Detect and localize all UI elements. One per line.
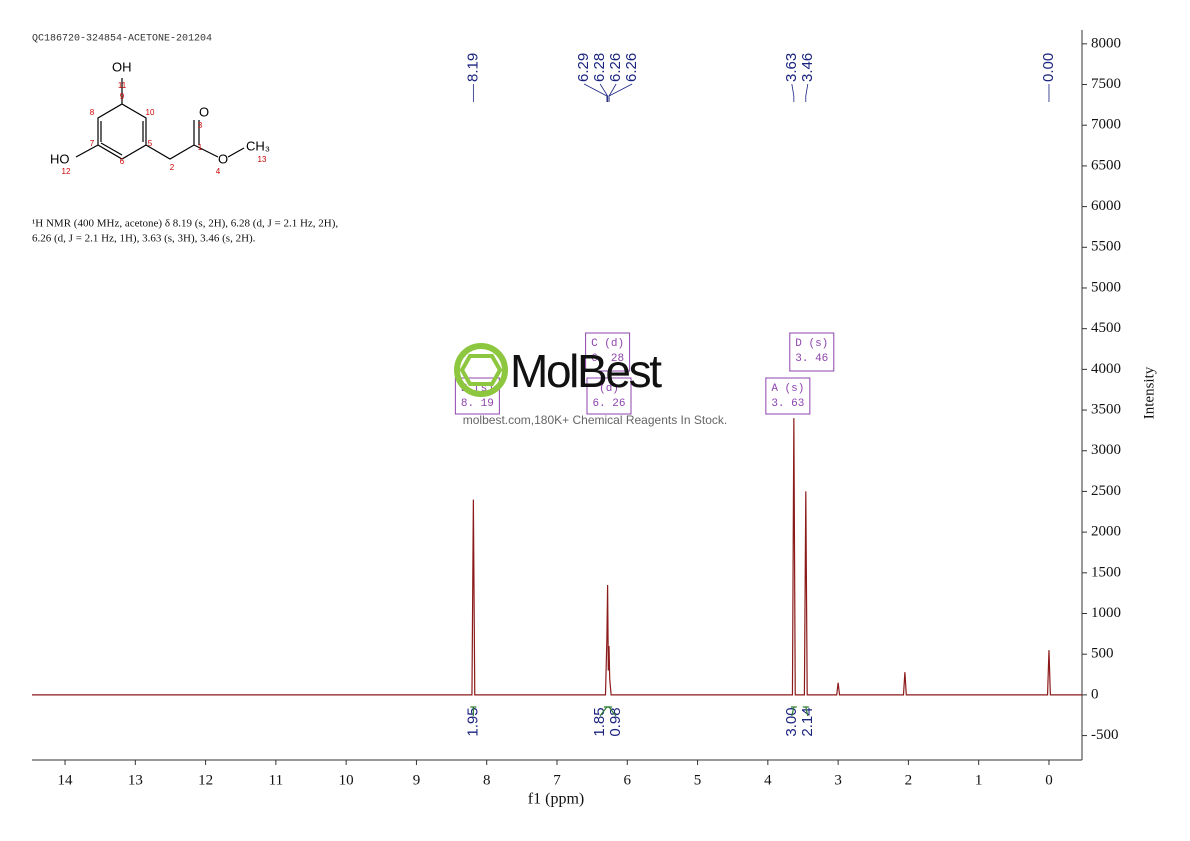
x-tick-label: 8 [483, 772, 491, 788]
atom-label: HO [50, 151, 70, 166]
integral-bracket [470, 706, 477, 716]
multiplet-title: (d) [599, 383, 619, 395]
peak-label: 3.63 [783, 53, 800, 82]
peak-label: 3.46 [799, 53, 816, 82]
y-tick-label: 1000 [1091, 605, 1121, 621]
y-tick-label: 2500 [1091, 483, 1121, 499]
multiplet-box [765, 377, 811, 415]
x-tick-label: 13 [128, 772, 143, 788]
integral-label: 1.95 [464, 707, 481, 736]
peak-connector [583, 83, 608, 102]
multiplet-title: D (s) [795, 338, 828, 350]
y-tick-label: 4000 [1091, 361, 1121, 377]
description: ¹H NMR (400 MHz, acetone) δ 8.19 (s, 2H)… [32, 218, 338, 230]
y-tick-label: 3500 [1091, 401, 1121, 417]
integral-label: 3.00 [783, 707, 800, 736]
atom-label: O [199, 104, 209, 119]
atom-label: 5 [148, 139, 153, 148]
peak-connector [791, 83, 795, 102]
spectrum [32, 418, 1082, 696]
atom-label: O [218, 151, 228, 166]
x-tick-label: 5 [694, 772, 702, 788]
multiplet-shift: 6. 28 [591, 353, 624, 365]
y-tick-label: 5000 [1091, 279, 1121, 295]
atom-label: 4 [216, 167, 221, 176]
multiplet-shift: 3. 63 [771, 398, 804, 410]
peak-connector [805, 83, 809, 102]
integral-bracket [606, 706, 617, 717]
y-tick-label: 8000 [1091, 35, 1121, 51]
peak-label: 8.19 [464, 53, 481, 82]
y-tick-label: -500 [1091, 727, 1119, 743]
y-tick-label: 6500 [1091, 157, 1121, 173]
y-tick-label: 2000 [1091, 524, 1121, 540]
x-tick-label: 10 [339, 772, 354, 788]
x-tick-label: 9 [413, 772, 421, 788]
multiplet-box [789, 332, 835, 372]
x-axis-label: f1 (ppm) [528, 791, 584, 808]
integral-label: 0.98 [607, 707, 624, 736]
peak-label: 0.00 [1040, 53, 1057, 82]
integral-label: 1.85 [591, 707, 608, 736]
atom-label: 9 [120, 92, 125, 101]
atom-label: 8 [90, 108, 95, 117]
y-tick-label: 0 [1091, 686, 1099, 702]
x-tick-label: 12 [198, 772, 213, 788]
watermark-brand: MolBest [510, 345, 662, 397]
multiplet-title: A (s) [771, 383, 804, 395]
x-tick-label: 0 [1045, 772, 1053, 788]
multiplet-box [586, 377, 632, 415]
integral-label: 2.14 [799, 707, 816, 736]
atom-label: 12 [62, 167, 71, 176]
x-tick-label: 3 [834, 772, 842, 788]
multiplet-box [585, 332, 631, 372]
watermark: MolBest molbest.com,180K+ Chemical Reage… [454, 343, 727, 427]
y-tick-label: 5500 [1091, 239, 1121, 255]
atom-label: 6 [120, 157, 125, 166]
y-tick-label: 4500 [1091, 320, 1121, 336]
atom-label: 7 [90, 139, 95, 148]
header: QC186720-324854-ACETONE-201204 [32, 34, 212, 45]
x-tick-label: 7 [553, 772, 561, 788]
atom-label: 2 [170, 163, 175, 172]
x-tick-label: 6 [624, 772, 632, 788]
x-tick-label: 4 [764, 772, 772, 788]
integral-bracket [790, 706, 797, 717]
integral-bracket [802, 706, 809, 717]
description: 6.26 (d, J = 2.1 Hz, 1H), 3.63 (s, 3H), … [32, 233, 256, 245]
y-tick-label: 1500 [1091, 564, 1121, 580]
atom-label: 1 [198, 143, 203, 152]
x-tick-label: 14 [58, 772, 74, 788]
atom-label: 10 [146, 108, 155, 117]
peak-label: 6.26 [623, 53, 640, 82]
y-axis-label: Intensity [1141, 366, 1157, 419]
y-tick-label: 3000 [1091, 442, 1121, 458]
x-tick-label: 2 [905, 772, 913, 788]
peak-connector [599, 83, 609, 102]
multiplet-title: C (d) [591, 338, 624, 350]
y-tick-label: 500 [1091, 646, 1114, 662]
x-tick-label: 1 [975, 772, 983, 788]
peak-label: 6.28 [591, 53, 608, 82]
x-tick-label: 11 [269, 772, 283, 788]
y-tick-label: 7500 [1091, 76, 1121, 92]
peak-label: 6.26 [607, 53, 624, 82]
multiplet-shift: 6. 26 [593, 398, 626, 410]
peak-label: 6.29 [575, 53, 592, 82]
atom-label: OH [112, 59, 132, 74]
atom-label: 11 [118, 81, 127, 90]
watermark-tagline: molbest.com,180K+ Chemical Reagents In S… [463, 413, 727, 427]
multiplet-shift: 8. 19 [461, 398, 494, 410]
atom-label: 13 [258, 155, 267, 164]
atom-label: CH₃ [246, 138, 270, 153]
atom-label: 3 [198, 121, 203, 130]
y-tick-label: 7000 [1091, 117, 1121, 133]
peak-connector [608, 83, 633, 102]
multiplet-shift: 3. 46 [795, 353, 828, 365]
y-tick-label: 6000 [1091, 198, 1121, 214]
